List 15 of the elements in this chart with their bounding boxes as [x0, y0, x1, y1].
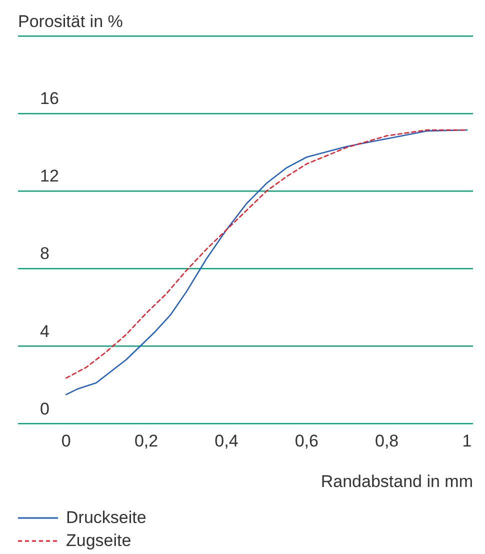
x-axis-title: Randabstand in mm [320, 472, 473, 492]
y-tick-label: 12 [40, 166, 59, 186]
legend-label: Zugseite [66, 530, 132, 552]
x-tick-label: 0,2 [134, 431, 158, 450]
x-tick-label: 0,8 [374, 431, 399, 450]
x-tick-label: 0,4 [214, 431, 238, 450]
x-tick-label: 0,6 [294, 431, 318, 450]
legend-label: Druckseite [66, 507, 146, 529]
y-tick-label: 16 [40, 89, 59, 108]
y-tick-label: 0 [40, 399, 50, 418]
y-axis-title: Porosität in % [18, 12, 123, 32]
y-tick-label: 8 [40, 244, 50, 264]
x-tick-label: 0 [61, 431, 71, 450]
x-tick-label: 1 [462, 431, 472, 450]
y-tick-label: 4 [40, 322, 50, 341]
